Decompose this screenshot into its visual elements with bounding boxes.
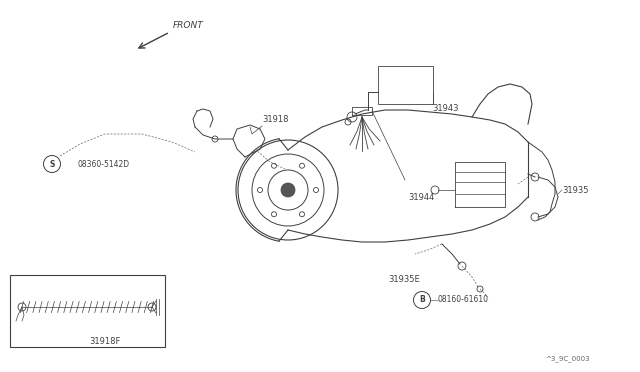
Text: 31918F: 31918F bbox=[90, 337, 121, 346]
Text: FRONT: FRONT bbox=[173, 21, 204, 30]
Text: 31918: 31918 bbox=[262, 115, 289, 124]
Text: ^3_9C_0003: ^3_9C_0003 bbox=[545, 355, 590, 362]
Text: 31935: 31935 bbox=[562, 186, 589, 195]
Text: 08160-61610: 08160-61610 bbox=[438, 295, 489, 305]
Bar bbox=[10, 275, 165, 347]
Text: S: S bbox=[49, 160, 54, 169]
Text: 31944: 31944 bbox=[408, 192, 435, 202]
Circle shape bbox=[413, 292, 431, 308]
Text: B: B bbox=[419, 295, 425, 305]
Text: 31935E: 31935E bbox=[388, 276, 420, 285]
Bar bbox=[378, 66, 433, 104]
Text: 08360-5142D: 08360-5142D bbox=[78, 160, 130, 169]
Circle shape bbox=[44, 155, 61, 173]
Circle shape bbox=[281, 183, 295, 197]
Text: 31943: 31943 bbox=[432, 104, 458, 113]
